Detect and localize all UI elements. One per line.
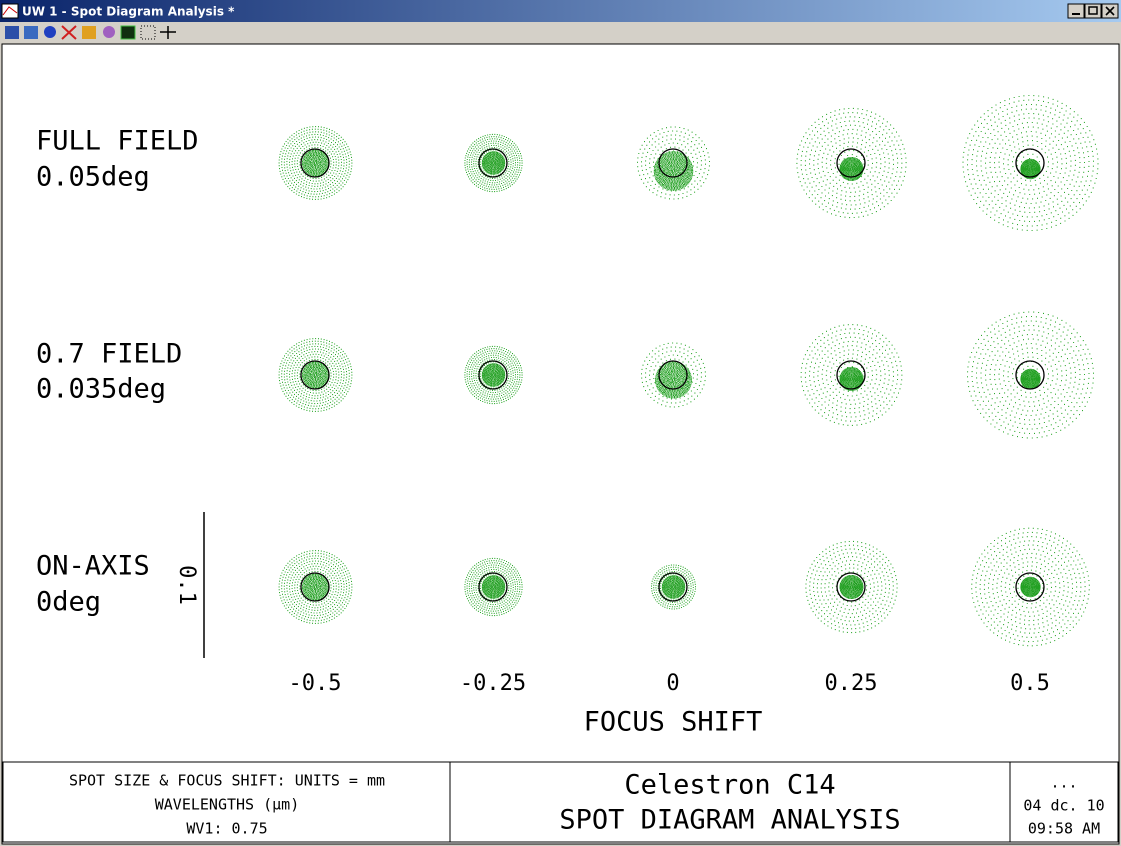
footer-title: Celestron C14 bbox=[624, 770, 835, 801]
tool-icon[interactable] bbox=[103, 26, 115, 38]
airy-disk bbox=[836, 360, 866, 390]
tool-icon[interactable] bbox=[160, 26, 176, 39]
maximize-button[interactable] bbox=[1084, 3, 1102, 19]
tool-icon[interactable] bbox=[61, 25, 77, 40]
airy-disk bbox=[300, 572, 330, 602]
column-label: -0.5 bbox=[289, 671, 342, 696]
airy-disk bbox=[1015, 148, 1045, 178]
airy-disk bbox=[1015, 360, 1045, 390]
airy-disk bbox=[478, 572, 508, 602]
close-glyph bbox=[1105, 6, 1115, 16]
airy-disk bbox=[658, 148, 688, 178]
plot-area bbox=[1, 43, 1120, 845]
airy-disk bbox=[836, 148, 866, 178]
spot-core bbox=[653, 151, 694, 191]
spot-diagrams bbox=[278, 94, 1099, 647]
footer-left: SPOT SIZE & FOCUS SHIFT: UNITS = mm bbox=[69, 772, 385, 790]
footer: SPOT SIZE & FOCUS SHIFT: UNITS = mm WAVE… bbox=[2, 761, 1119, 843]
app-icon-glyph bbox=[2, 6, 18, 16]
footer-box bbox=[2, 761, 1119, 843]
airy-disk bbox=[300, 148, 330, 178]
tool-icon[interactable] bbox=[82, 26, 96, 39]
tool-icon[interactable] bbox=[44, 26, 56, 38]
spot-core bbox=[302, 361, 329, 389]
airy-disk bbox=[1015, 572, 1045, 602]
spot-core bbox=[1020, 576, 1041, 598]
app-icon bbox=[1, 3, 19, 19]
row-angle: 0.035deg bbox=[36, 374, 166, 405]
column-label: 0 bbox=[666, 671, 679, 696]
row-angle: 0deg bbox=[36, 587, 101, 618]
window-title: UW 1 - Spot Diagram Analysis * bbox=[22, 5, 235, 19]
spot-core bbox=[302, 573, 329, 601]
tool-icon[interactable] bbox=[5, 26, 19, 39]
spot-core bbox=[481, 151, 506, 175]
toolbar bbox=[5, 25, 176, 40]
spot-core bbox=[1020, 368, 1041, 390]
column-label: 0.5 bbox=[1010, 671, 1050, 696]
spot-core bbox=[839, 574, 864, 600]
column-label: -0.25 bbox=[460, 671, 526, 696]
axis-label: FOCUS SHIFT bbox=[584, 707, 763, 738]
tool-icon[interactable] bbox=[140, 25, 156, 40]
footer-right: ... bbox=[1050, 774, 1077, 792]
footer-left: WAVELENGTHS (µm) bbox=[155, 796, 300, 814]
row-field: FULL FIELD bbox=[36, 126, 199, 157]
airy-disk bbox=[300, 360, 330, 390]
window-buttons bbox=[1067, 3, 1119, 19]
footer-right: 04 dc. 10 bbox=[1023, 797, 1104, 815]
airy-disk bbox=[478, 148, 508, 178]
spot-halo bbox=[796, 107, 907, 219]
spot-core bbox=[481, 363, 506, 387]
row-field: 0.7 FIELD bbox=[36, 339, 182, 370]
row-angle: 0.05deg bbox=[36, 162, 150, 193]
maximize-glyph bbox=[1088, 6, 1098, 15]
airy-disk bbox=[658, 572, 688, 602]
tool-icon[interactable] bbox=[24, 26, 38, 39]
airy-disk bbox=[658, 360, 688, 390]
minimize-button[interactable] bbox=[1067, 3, 1085, 19]
title-bar bbox=[0, 0, 1121, 22]
spot-core bbox=[302, 149, 329, 177]
spot-core bbox=[481, 575, 506, 599]
tool-icon[interactable] bbox=[120, 25, 136, 40]
column-label: 0.25 bbox=[825, 671, 878, 696]
spot-core bbox=[839, 156, 864, 182]
scale-bar-label: 0.1 bbox=[174, 565, 199, 605]
airy-disk bbox=[836, 572, 866, 602]
spot-core bbox=[661, 575, 686, 599]
row-field: ON-AXIS bbox=[36, 551, 150, 582]
footer-right: 09:58 AM bbox=[1028, 820, 1100, 838]
airy-disk bbox=[478, 360, 508, 390]
footer-subtitle: SPOT DIAGRAM ANALYSIS bbox=[559, 805, 900, 836]
footer-left: WV1: 0.75 bbox=[186, 820, 267, 838]
